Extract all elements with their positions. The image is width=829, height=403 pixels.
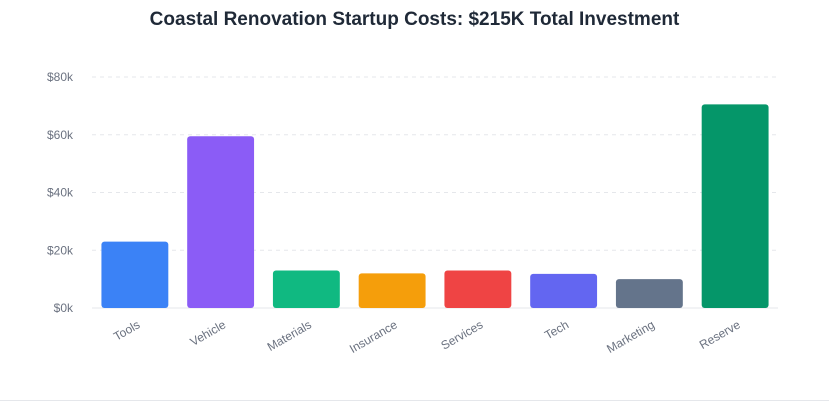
y-tick-label: $20k xyxy=(47,243,74,257)
bar-tools[interactable] xyxy=(101,241,169,308)
x-tick-label: Insurance xyxy=(347,317,400,356)
x-tick-label: Tech xyxy=(542,317,571,342)
bar-services[interactable] xyxy=(444,270,512,308)
bar-materials[interactable] xyxy=(272,270,340,308)
x-tick-label: Reserve xyxy=(697,317,743,352)
x-tick-label: Vehicle xyxy=(188,317,229,349)
y-axis: $0k $20k $40k $60k $80k xyxy=(47,70,74,315)
bar-vehicle[interactable] xyxy=(187,136,255,308)
x-tick-label: Tools xyxy=(111,317,142,343)
chart-title: Coastal Renovation Startup Costs: $215K … xyxy=(149,9,680,30)
y-tick-label: $0k xyxy=(54,301,74,315)
bottom-divider xyxy=(0,400,829,401)
x-axis: Tools Vehicle Materials Insurance Services Te… xyxy=(111,317,743,356)
bar-reserve[interactable] xyxy=(701,104,769,309)
x-tick-label: Materials xyxy=(265,317,314,353)
bar-insurance[interactable] xyxy=(358,273,426,308)
y-tick-label: $80k xyxy=(47,70,74,84)
x-tick-label: Services xyxy=(439,317,486,352)
bar-tech[interactable] xyxy=(530,273,598,308)
x-tick-label: Marketing xyxy=(604,317,657,355)
y-tick-label: $60k xyxy=(47,128,74,142)
y-tick-label: $40k xyxy=(47,186,74,200)
bars xyxy=(101,104,769,309)
bar-marketing[interactable] xyxy=(615,279,683,308)
